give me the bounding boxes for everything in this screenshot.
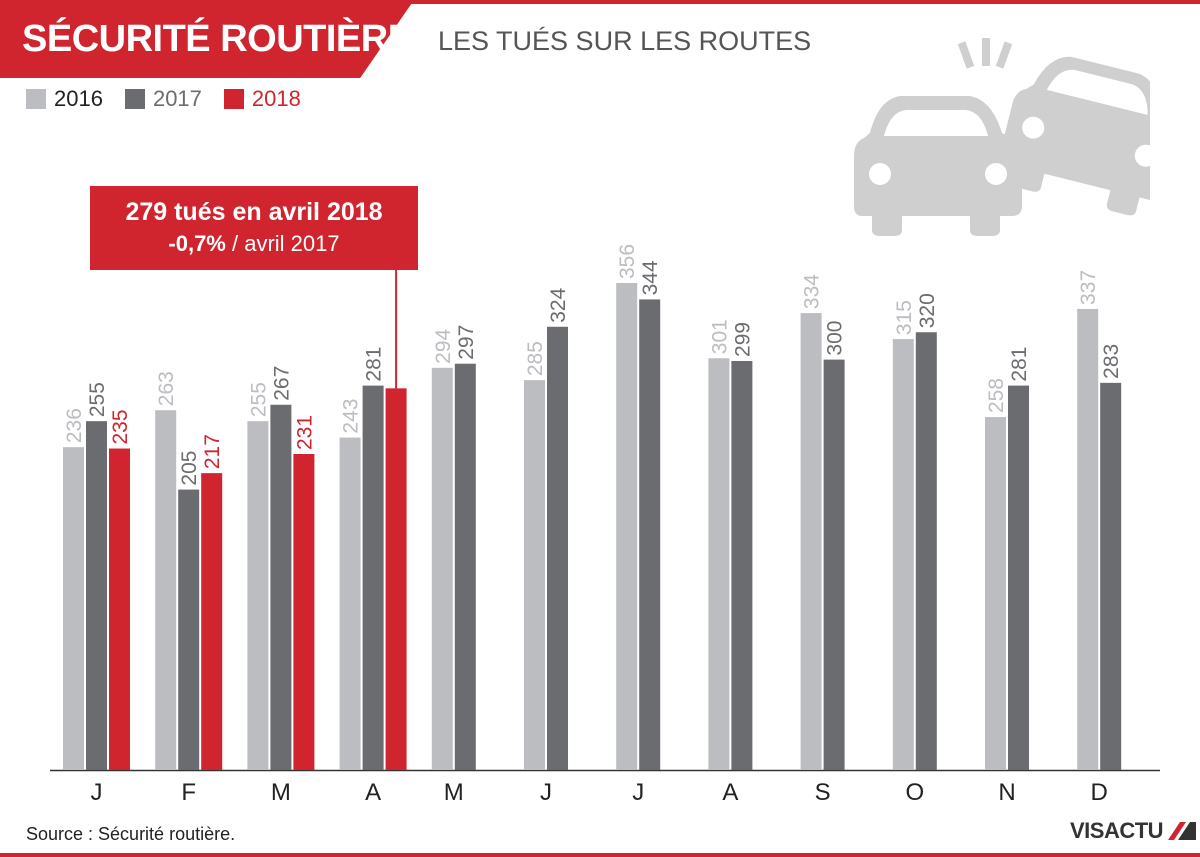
x-tick-label-4: A	[365, 779, 381, 806]
bar-2016-9	[800, 313, 822, 770]
value-label-2016-12: 337	[1077, 270, 1100, 305]
chart-subtitle: LES TUÉS SUR LES ROUTES	[438, 26, 812, 56]
bottom-rule	[0, 853, 1200, 857]
bar-2017-3	[270, 404, 292, 770]
x-tick-label-12: D	[1091, 779, 1108, 806]
bar-2017-2	[178, 489, 200, 770]
value-label-2017-12: 283	[1100, 344, 1123, 379]
header-banner	[0, 0, 414, 78]
value-label-2017-6: 324	[547, 287, 570, 322]
value-label-2017-3: 267	[270, 366, 293, 401]
x-tick-label-7: J	[632, 779, 644, 806]
visactu-logo: VISACTU	[1070, 818, 1197, 844]
bar-2016-5	[431, 367, 453, 770]
legend-swatch-2016	[26, 89, 46, 109]
bar-2017-10	[915, 332, 937, 770]
bar-2016-10	[892, 339, 914, 770]
value-label-2016-10: 315	[893, 300, 916, 335]
x-tick-label-8: A	[722, 779, 738, 806]
value-label-2016-8: 301	[708, 319, 731, 354]
legend-label-2016: 2016	[54, 86, 103, 111]
x-tick-label-10: O	[905, 779, 924, 806]
car-crash-icon	[854, 38, 1150, 236]
bar-2018-1	[109, 448, 130, 770]
bar-2016-7	[616, 283, 638, 770]
visactu-logo-icon	[1168, 822, 1197, 840]
bar-2017-11	[1008, 385, 1029, 770]
value-label-2017-10: 320	[916, 293, 939, 328]
value-label-2016-5: 294	[432, 328, 455, 363]
bar-2016-12	[1077, 308, 1099, 770]
bar-2017-1	[86, 421, 107, 770]
callout-comparison: / avril 2017	[225, 231, 340, 256]
callout-box: 279 tués en avril 2018 -0,7% / avril 201…	[90, 186, 418, 270]
legend-item-2017: 2017	[124, 86, 202, 112]
bar-2017-7	[639, 299, 661, 770]
bar-2017-6	[547, 326, 568, 770]
bar-2018-2	[201, 473, 223, 770]
legend-swatch-2017	[124, 89, 145, 109]
bar-2017-4	[362, 385, 384, 770]
x-tick-label-1: J	[91, 779, 103, 806]
value-label-2017-2: 205	[178, 451, 201, 486]
x-tick-label-6: J	[540, 779, 552, 806]
value-label-2018-2: 217	[201, 434, 224, 469]
value-label-2018-3: 231	[293, 415, 316, 450]
bar-2017-12	[1100, 382, 1122, 770]
value-label-2016-1: 236	[63, 408, 86, 443]
bar-2018-3	[293, 453, 315, 770]
bar-2016-11	[985, 417, 1006, 770]
banner-title: SÉCURITÉ ROUTIÈRE	[22, 18, 413, 60]
legend-item-2016: 2016	[26, 86, 103, 112]
bar-2017-9	[823, 359, 845, 770]
value-label-2017-4: 281	[363, 347, 386, 382]
bar-2016-3	[247, 421, 269, 770]
value-label-2016-11: 258	[985, 378, 1008, 413]
x-tick-label-11: N	[998, 779, 1015, 806]
bar-2016-8	[708, 358, 730, 770]
legend-item-2018: 2018	[223, 86, 301, 112]
x-tick-label-9: S	[815, 779, 831, 806]
bar-2016-2	[155, 410, 177, 770]
logo-text: VISACTU	[1070, 818, 1164, 843]
value-label-2016-6: 285	[524, 341, 547, 376]
legend-swatch-2018	[223, 89, 244, 109]
value-label-2017-1: 255	[86, 382, 109, 417]
value-label-2018-1: 235	[109, 409, 132, 444]
value-label-2017-5: 297	[455, 325, 478, 360]
value-label-2017-7: 344	[639, 260, 662, 295]
callout-detail: -0,7% / avril 2017	[90, 231, 418, 257]
value-label-2016-4: 243	[340, 399, 363, 434]
bar-2016-4	[339, 437, 361, 770]
value-label-2017-8: 299	[731, 322, 754, 357]
source-note: Source : Sécurité routière.	[26, 824, 236, 844]
bar-2018-4	[385, 388, 407, 770]
legend-label-2017: 2017	[152, 86, 202, 111]
value-label-2016-9: 334	[801, 274, 824, 309]
top-rule	[380, 0, 1200, 4]
value-label-2016-3: 255	[247, 382, 270, 417]
bar-2016-1	[63, 447, 84, 770]
callout-percent: -0,7%	[168, 231, 226, 256]
value-label-2017-9: 300	[824, 321, 847, 356]
value-label-2016-2: 263	[155, 371, 178, 406]
legend-label-2018: 2018	[251, 86, 301, 111]
value-label-2016-7: 356	[616, 244, 639, 279]
value-label-2017-11: 281	[1008, 347, 1031, 382]
x-tick-label-5: M	[444, 779, 464, 806]
bar-2016-6	[524, 380, 545, 770]
bar-2017-8	[731, 360, 753, 770]
legend: 2016 2017 2018	[26, 86, 323, 112]
bar-2017-5	[454, 363, 476, 770]
x-tick-label-3: M	[271, 779, 291, 806]
x-tick-label-2: F	[181, 779, 196, 806]
callout-headline: 279 tués en avril 2018	[125, 198, 383, 226]
